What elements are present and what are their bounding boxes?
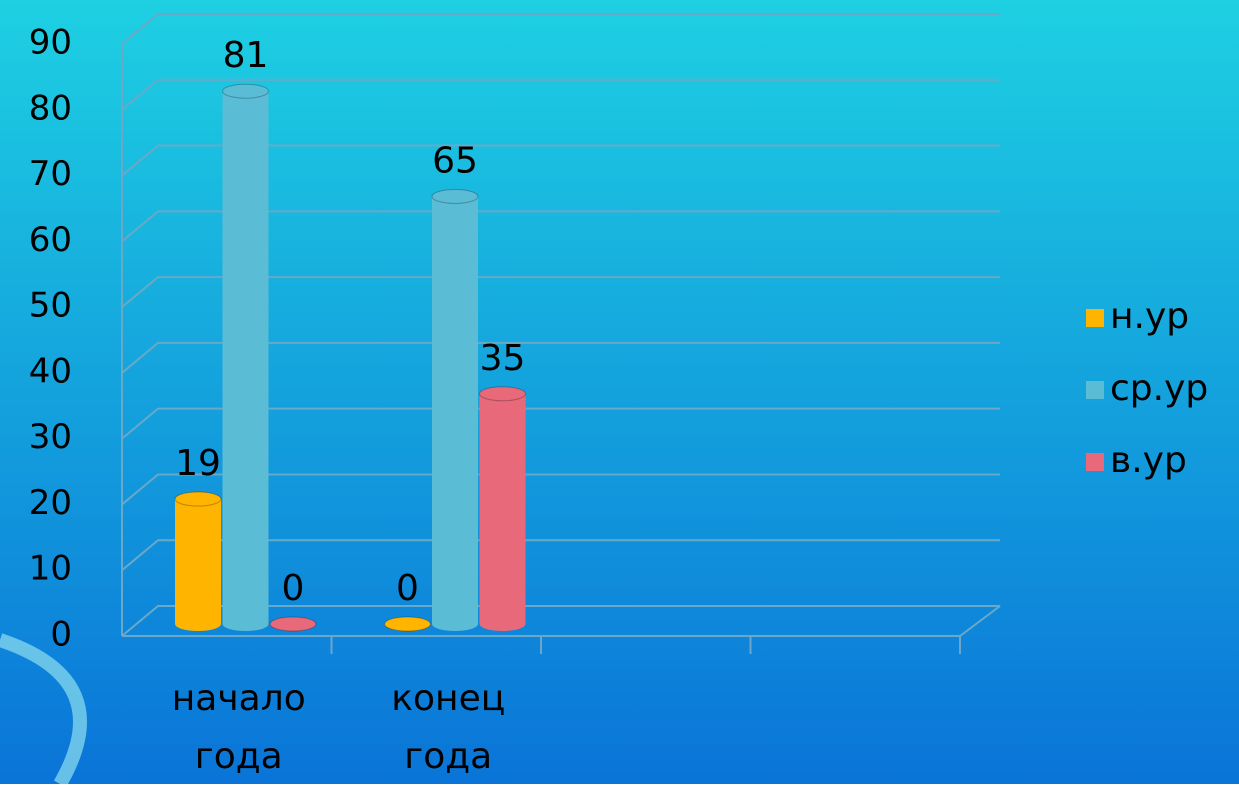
value-label: 65 [432,140,478,181]
grid-line [121,78,1000,111]
bar [431,188,479,631]
legend-label: в.ур [1110,440,1187,481]
value-label: 35 [480,338,526,379]
grid-line [121,407,1000,440]
bar [384,616,431,632]
bar [479,386,526,631]
y-tick-label: 70 [29,154,72,194]
value-label: 81 [223,35,269,76]
grid-line [121,276,1000,308]
grid-line [121,605,1000,637]
cylinder-body [222,91,269,631]
grid-line [121,210,1000,243]
legend-label: н.ур [1110,296,1189,337]
legend-label: ср.ур [1110,368,1208,409]
y-tick-label: 60 [29,220,72,260]
y-tick-label: 0 [50,615,72,655]
value-label: 0 [282,568,305,609]
y-tick-label: 90 [29,23,72,63]
decor-arc [0,633,87,788]
y-tick-label: 20 [29,483,72,523]
cylinder-top [384,616,431,632]
legend-swatch [1086,381,1104,399]
cylinder-body [479,393,526,631]
legend-swatch [1086,309,1104,327]
x-tick-label: начало года [172,678,306,777]
cylinder-top [479,386,526,402]
cylinder-top [222,83,269,99]
cylinder-top [431,188,479,204]
grid-line [121,341,1000,374]
y-tick-label: 30 [29,417,72,457]
value-label: 19 [175,443,221,484]
y-tick-label: 40 [29,351,72,391]
cylinder-body [175,499,221,631]
value-label: 0 [396,568,419,609]
y-tick-label: 50 [29,286,72,326]
x-tick-label: конец года [391,678,505,777]
grid-line [121,539,1000,571]
y-tick-label: 80 [29,88,72,128]
grid-line [121,473,1000,506]
grid-line [121,144,1000,177]
bar [269,616,317,632]
legend-swatch [1086,453,1104,471]
bar [174,491,222,631]
cylinder-body [432,196,478,631]
cylinder-top [269,616,317,632]
cylinder-top [174,491,222,507]
bar [222,83,269,631]
grid-line [121,13,1000,45]
y-tick-label: 10 [29,549,72,589]
